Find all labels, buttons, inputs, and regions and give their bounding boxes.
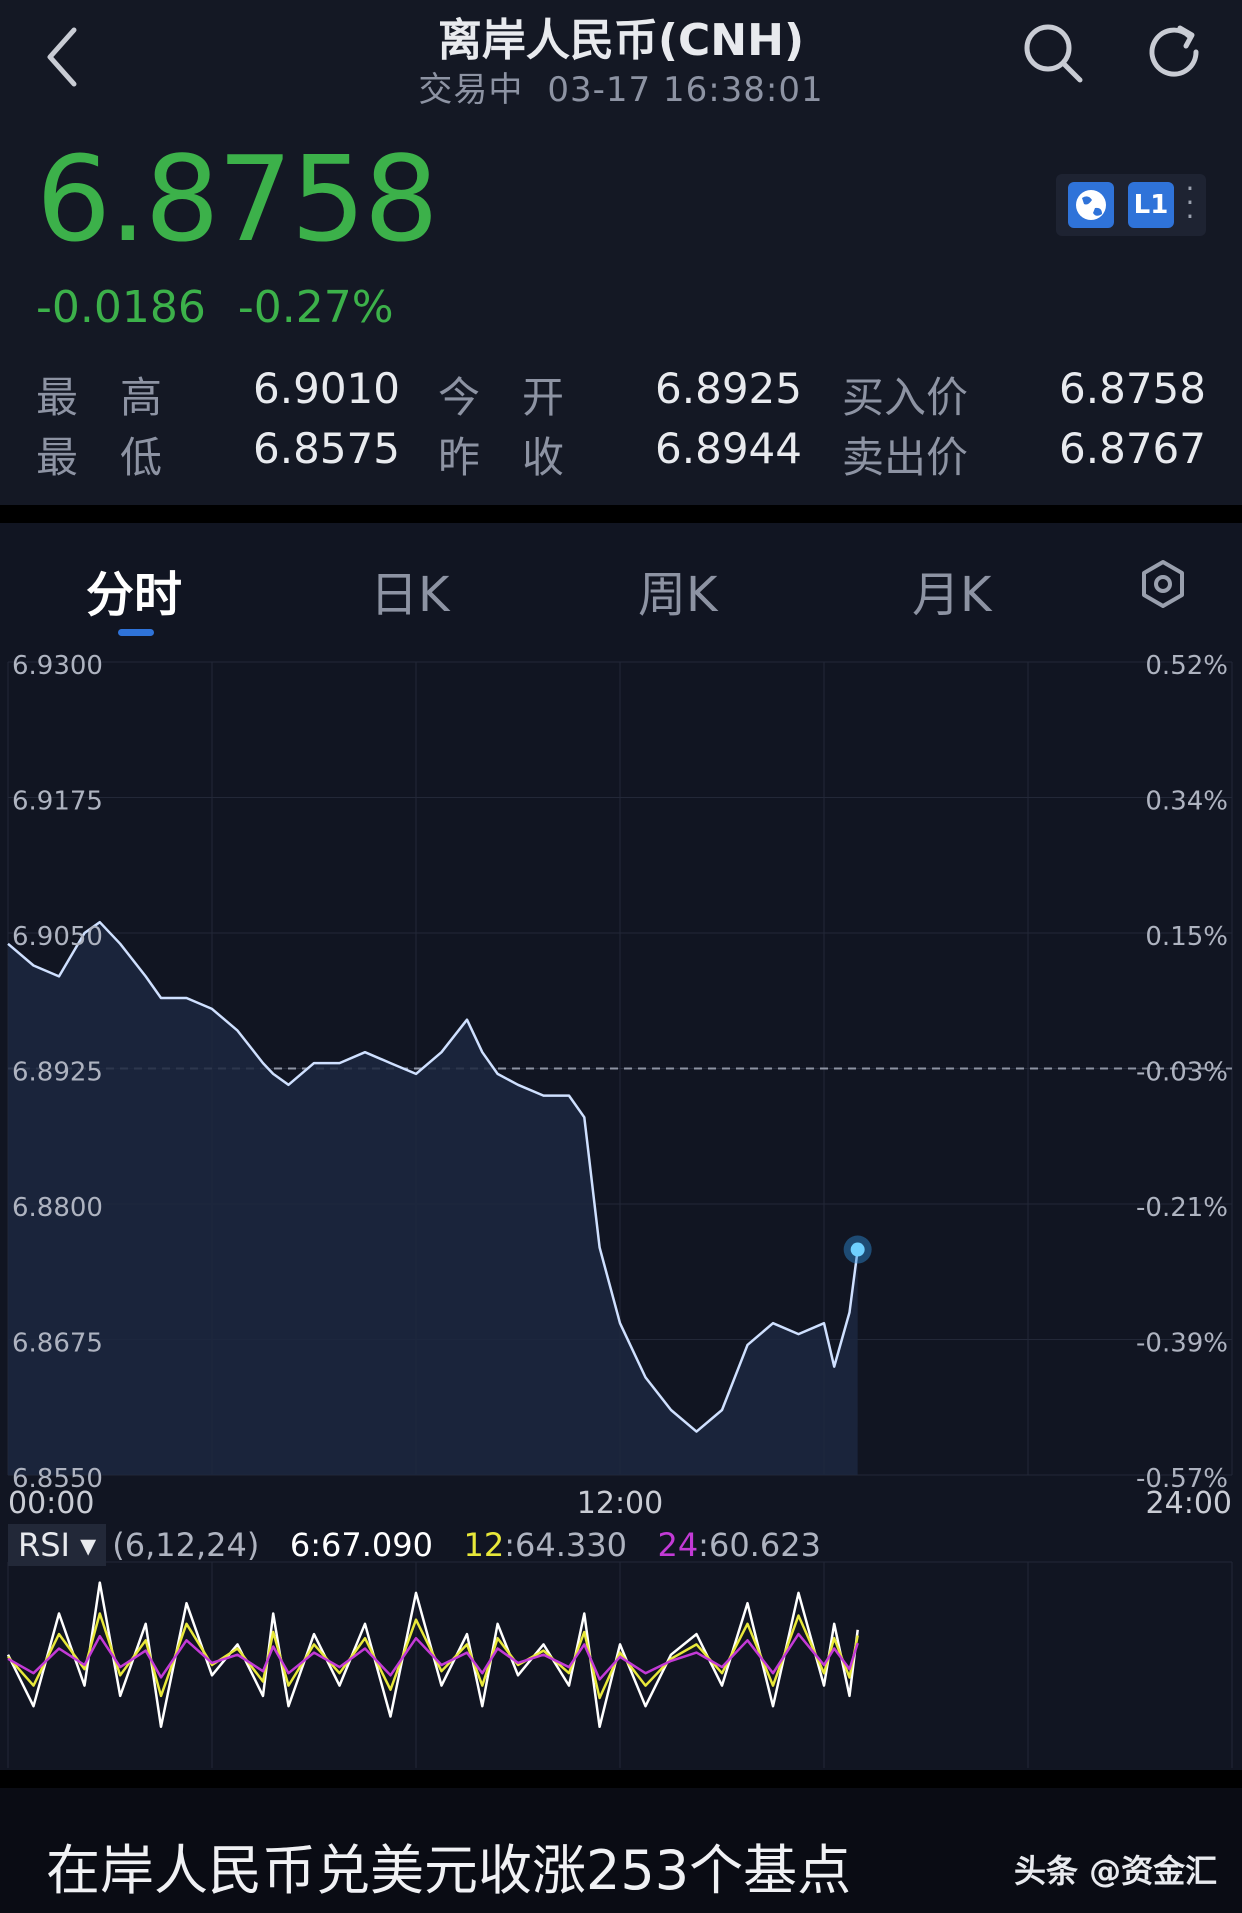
tab-monthly-k[interactable]: 月K	[912, 567, 992, 623]
dropdown-triangle-icon: ▾	[80, 1526, 97, 1564]
rsi24-label: 24	[657, 1526, 699, 1564]
period-tabs: 分时 日K 周K 月K	[0, 523, 1242, 643]
y-tick-left: 6.8925	[12, 1058, 103, 1088]
y-tick-right: -0.21%	[1136, 1193, 1228, 1223]
footer	[0, 1788, 1242, 1913]
divider	[0, 1770, 1242, 1788]
tab-daily-k[interactable]: 日K	[370, 567, 450, 623]
rsi6-label: 6	[289, 1526, 311, 1564]
refresh-icon[interactable]	[1140, 18, 1210, 88]
quote-header	[0, 0, 1242, 505]
more-icon[interactable]: · · ·	[1185, 172, 1195, 233]
settings-icon[interactable]	[1138, 559, 1188, 609]
page-title: 离岸人民币(CNH)	[437, 15, 805, 66]
low-value: 6.8575	[253, 424, 400, 473]
globe-icon[interactable]	[1068, 182, 1114, 228]
headline-caption: 在岸人民币兑美元收涨253个基点	[46, 1839, 852, 1902]
current-price: 6.8758	[36, 130, 439, 268]
ask-label: 卖出价	[842, 433, 969, 482]
y-tick-left: 6.9050	[12, 922, 103, 952]
rsi24-line	[7, 1632, 859, 1681]
price-line	[7, 920, 859, 1433]
prev-close-label: 昨 收	[438, 433, 565, 482]
high-value: 6.9010	[253, 364, 400, 413]
price-change: -0.0186 -0.27%	[36, 282, 426, 333]
y-tick-right: 0.15%	[1145, 922, 1228, 952]
active-tab-indicator	[118, 629, 154, 636]
y-tick-left: 6.8675	[12, 1329, 103, 1359]
level1-badge[interactable]: L1	[1128, 182, 1174, 228]
open-label: 今 开	[438, 373, 565, 422]
rsi-legend: RSI ▾ (6,12,24) 6:67.090 12:64.330 24:60.…	[8, 1524, 821, 1566]
rsi6-value: 67.090	[320, 1526, 433, 1564]
x-tick: 24:00	[1146, 1486, 1232, 1521]
rsi12-value: 64.330	[514, 1526, 627, 1564]
rsi24-value: 60.623	[708, 1526, 821, 1564]
search-icon[interactable]	[1018, 18, 1088, 88]
rsi-label: RSI	[18, 1526, 70, 1564]
x-tick: 00:00	[8, 1486, 94, 1521]
rsi12-label: 12	[463, 1526, 505, 1564]
open-value: 6.8925	[655, 364, 802, 413]
y-tick-right: 0.52%	[1145, 651, 1228, 681]
y-tick-left: 6.8550	[12, 1464, 103, 1494]
status-text: 交易中	[418, 70, 524, 110]
divider	[0, 505, 1242, 523]
high-label: 最 高	[36, 373, 163, 422]
rsi-params: (6,12,24)	[112, 1526, 260, 1564]
y-tick-left: 6.8800	[12, 1193, 103, 1223]
intraday-chart[interactable]: 6.9300 0.52% 6.9175 0.34% 6.9050 0.15% 6.8925 -…	[0, 640, 1242, 1770]
bid-value: 6.8758	[1059, 364, 1206, 413]
prev-close-value: 6.8944	[655, 424, 802, 473]
y-tick-right: 0.34%	[1145, 787, 1228, 817]
y-tick-left: 6.9300	[12, 651, 103, 681]
last-price-dot	[850, 1242, 865, 1257]
low-label: 最 低	[36, 433, 163, 482]
source-credit: 头条 @资金汇	[1014, 1852, 1218, 1890]
bid-label: 买入价	[842, 373, 969, 422]
y-tick-right: -0.57%	[1136, 1464, 1228, 1494]
x-tick: 12:00	[577, 1486, 663, 1521]
tab-intraday[interactable]: 分时	[86, 567, 183, 623]
trading-status: 交易中 03-17 16:38:01	[0, 62, 1242, 111]
rsi-selector[interactable]: RSI ▾	[8, 1524, 107, 1566]
y-tick-right: -0.03%	[1136, 1058, 1228, 1088]
price-area	[8, 922, 858, 1475]
back-icon[interactable]	[40, 22, 84, 92]
timestamp: 03-17 16:38:01	[547, 70, 824, 110]
market-badges: L1 · · ·	[1056, 174, 1206, 236]
y-tick-right: -0.39%	[1136, 1329, 1228, 1359]
change-percent: -0.27%	[237, 282, 394, 333]
ask-value: 6.8767	[1059, 424, 1206, 473]
y-tick-left: 6.9175	[12, 787, 103, 817]
tab-weekly-k[interactable]: 周K	[638, 567, 718, 623]
change-value: -0.0186	[36, 282, 206, 333]
